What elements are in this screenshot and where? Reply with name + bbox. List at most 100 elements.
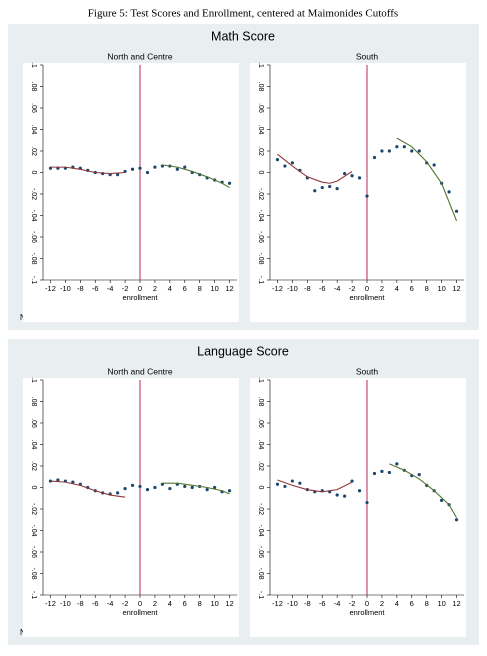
panel-title: North and Centre (107, 366, 172, 376)
y-tick-label: -.04 (30, 524, 37, 536)
data-point (335, 187, 339, 191)
data-point (227, 489, 232, 493)
data-point (275, 158, 280, 162)
data-point (328, 184, 332, 189)
y-tick-label: -.06 (30, 546, 37, 558)
x-tick-label: 6 (183, 599, 187, 608)
data-point (372, 471, 377, 476)
data-point (283, 484, 287, 489)
y-tick-label: 0 (30, 486, 37, 490)
data-point (343, 494, 347, 498)
data-point (153, 485, 157, 490)
y-tick-label: .1 (257, 377, 264, 383)
data-point (380, 469, 384, 473)
x-tick-label: 6 (183, 284, 187, 293)
x-tick-label: -8 (304, 599, 311, 608)
data-point (372, 155, 377, 160)
x-tick-label: -12 (45, 284, 56, 293)
x-tick-label: 2 (153, 599, 157, 608)
x-tick-label: -12 (272, 599, 283, 608)
y-tick-label: -.02 (257, 188, 264, 200)
x-tick-label: 10 (210, 599, 218, 608)
data-point (417, 149, 421, 153)
x-axis-label: enrollment (349, 293, 385, 302)
data-point (130, 483, 135, 487)
data-point (357, 176, 362, 180)
y-tick-label: -.02 (257, 503, 264, 515)
fit-line (277, 153, 353, 184)
data-point (410, 149, 414, 153)
x-tick-label: 6 (410, 284, 414, 293)
data-point (402, 145, 406, 149)
data-point (138, 166, 142, 170)
y-tick-label: .06 (30, 103, 37, 113)
data-point (432, 163, 436, 167)
x-tick-label: 8 (198, 284, 202, 293)
data-point (290, 161, 294, 165)
panel-title: South (356, 51, 378, 61)
data-point (71, 480, 75, 484)
fit-line (389, 463, 458, 518)
plot-area (250, 63, 466, 322)
y-tick-label: .04 (257, 125, 264, 135)
x-tick-label: 4 (395, 284, 399, 293)
data-point (168, 486, 172, 491)
y-tick-label: -.1 (257, 591, 264, 599)
y-tick-label: -.04 (257, 209, 264, 221)
x-tick-label: 8 (425, 599, 429, 608)
data-point (343, 171, 347, 176)
x-tick-label: 2 (153, 284, 157, 293)
x-tick-label: -10 (60, 284, 71, 293)
data-point (365, 194, 369, 198)
data-point (380, 149, 384, 153)
y-tick-label: .1 (257, 62, 264, 68)
panel-title: South (356, 366, 378, 376)
data-point (454, 518, 459, 522)
block-title: Math Score (211, 29, 275, 43)
y-tick-label: -.06 (30, 231, 37, 243)
block-title: Language Score (197, 344, 289, 358)
plot-area (23, 63, 239, 322)
x-axis-label: enrollment (349, 608, 385, 617)
x-tick-label: 4 (395, 599, 399, 608)
y-tick-label: .02 (30, 146, 37, 156)
x-tick-label: -10 (287, 599, 298, 608)
y-tick-label: .02 (257, 461, 264, 471)
y-tick-label: .04 (30, 440, 37, 450)
data-point (283, 164, 287, 168)
x-tick-label: -4 (334, 284, 341, 293)
data-point (320, 185, 324, 190)
data-point (395, 145, 399, 149)
data-point (138, 484, 142, 489)
y-tick-label: -.1 (30, 591, 37, 599)
x-tick-label: -8 (77, 284, 84, 293)
data-point (395, 462, 399, 466)
x-tick-label: -12 (272, 284, 283, 293)
data-point (387, 470, 391, 475)
y-tick-label: .06 (30, 418, 37, 428)
x-tick-label: 12 (225, 284, 233, 293)
plot-area (250, 378, 466, 637)
x-tick-label: 8 (198, 599, 202, 608)
data-point (365, 500, 369, 505)
x-tick-label: 10 (210, 284, 218, 293)
data-point (350, 479, 354, 483)
fit-line (50, 480, 126, 498)
panel-title: North and Centre (107, 51, 172, 61)
y-tick-label: -.02 (30, 503, 37, 515)
y-tick-label: -.02 (30, 188, 37, 200)
y-tick-label: .08 (257, 82, 264, 92)
data-point (290, 479, 294, 483)
data-point (447, 190, 451, 194)
data-point (227, 181, 232, 185)
x-tick-label: -6 (319, 284, 326, 293)
plot-area (23, 378, 239, 637)
data-point (357, 489, 362, 493)
x-tick-label: 10 (437, 599, 445, 608)
y-tick-label: -.04 (257, 524, 264, 536)
data-point (275, 482, 280, 486)
figure-caption: Figure 5: Test Scores and Enrollment, ce… (88, 8, 398, 20)
x-tick-label: 8 (425, 284, 429, 293)
y-tick-label: .08 (257, 397, 264, 407)
